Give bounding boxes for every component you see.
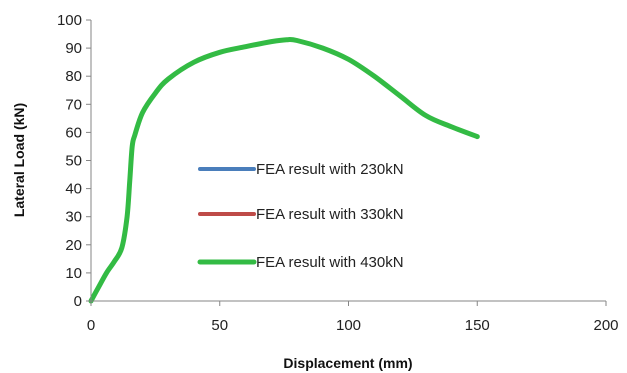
y-tick-label: 40 bbox=[65, 181, 82, 198]
tick-labels: 0 10 20 30 40 50 60 70 80 90 100 0 50 100 150 200 bbox=[57, 12, 619, 334]
x-axis-title: Displacement (mm) bbox=[283, 355, 412, 371]
legend: FEA result with 230kN FEA result with 330… bbox=[197, 161, 404, 271]
y-tick-label: 30 bbox=[65, 209, 82, 226]
y-tick-label: 90 bbox=[65, 40, 82, 57]
y-tick-label: 50 bbox=[65, 153, 82, 170]
legend-label-2: FEA result with 330kN bbox=[256, 206, 404, 223]
x-tick-label: 200 bbox=[593, 317, 618, 334]
y-tick-label: 20 bbox=[65, 237, 82, 254]
y-tick-label: 70 bbox=[65, 96, 82, 113]
y-tick-label: 100 bbox=[57, 12, 82, 29]
y-tick-label: 60 bbox=[65, 124, 82, 141]
series-line-3 bbox=[88, 36, 480, 304]
series-layer bbox=[88, 36, 480, 304]
legend-label-3: FEA result with 430kN bbox=[256, 254, 404, 271]
legend-label-1: FEA result with 230kN bbox=[256, 161, 404, 178]
y-tick-label: 0 bbox=[74, 293, 82, 310]
x-tick-label: 0 bbox=[87, 317, 95, 334]
axes-layer bbox=[86, 19, 607, 306]
x-tick-label: 150 bbox=[465, 317, 490, 334]
x-tick-label: 50 bbox=[211, 317, 228, 334]
y-axis-title: Lateral Load (kN) bbox=[11, 103, 27, 217]
y-tick-label: 80 bbox=[65, 68, 82, 85]
y-tick-label: 10 bbox=[65, 265, 82, 282]
x-tick-label: 100 bbox=[336, 317, 361, 334]
